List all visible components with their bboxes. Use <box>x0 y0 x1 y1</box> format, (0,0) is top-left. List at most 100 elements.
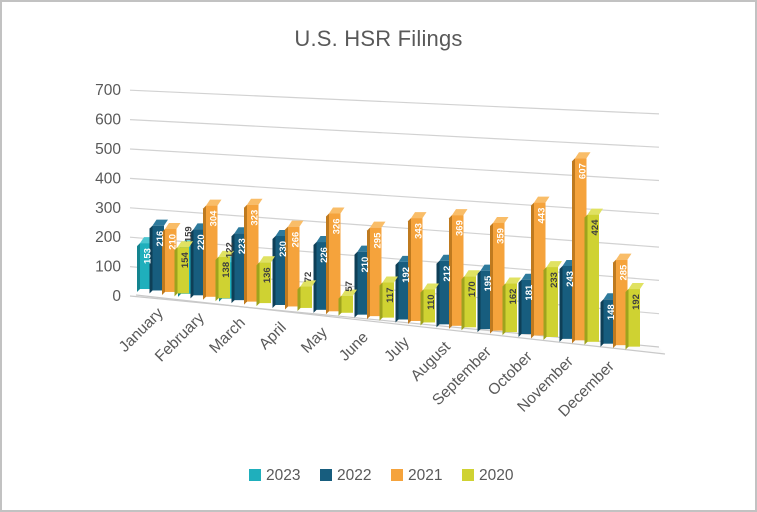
data-label-2023-March: 122 <box>224 242 235 258</box>
bar-side-face <box>256 262 260 307</box>
bar-front-face <box>521 279 533 335</box>
bar-2020-June[interactable] <box>379 276 399 321</box>
bar-2020-September[interactable] <box>502 277 522 336</box>
bar-front-face <box>628 289 640 347</box>
bar-front-face <box>464 276 476 328</box>
bar-front-face <box>140 243 152 289</box>
legend-item-2023[interactable]: 2023 <box>249 467 300 484</box>
bar-2021-September[interactable] <box>490 216 509 334</box>
bar-2020-July[interactable] <box>420 283 440 326</box>
chart-title: U.S. HSR Filings <box>294 26 463 51</box>
bar-top-face <box>382 276 398 283</box>
bar-front-face <box>587 214 599 342</box>
data-label-2022-May: 226 <box>319 247 330 263</box>
bar-2022-January[interactable] <box>149 219 169 294</box>
bar-front-face <box>341 295 353 313</box>
bar-2021-May[interactable] <box>326 207 345 315</box>
legend-item-2021[interactable]: 2021 <box>391 467 442 484</box>
bar-2020-November[interactable] <box>584 208 604 345</box>
bar-front-face <box>505 283 517 333</box>
bar-side-face <box>600 299 604 347</box>
bar-side-face <box>543 267 547 340</box>
data-label-2022-February: 220 <box>196 234 207 250</box>
data-label-2023-February: 159 <box>183 226 194 242</box>
bar-top-face <box>505 277 521 284</box>
bar-top-face <box>616 253 632 260</box>
bar-side-face <box>285 226 288 310</box>
bar-front-face <box>398 261 410 320</box>
data-label-2020-February: 138 <box>221 262 232 278</box>
bar-side-face <box>215 256 219 302</box>
data-label-2020-November: 424 <box>590 219 601 236</box>
bar-front-face <box>480 270 492 330</box>
data-label-2020-June: 117 <box>385 288 396 303</box>
legend-label-2021: 2021 <box>408 467 442 484</box>
bar-front-face <box>411 218 423 321</box>
legend-item-2022[interactable]: 2022 <box>320 467 371 484</box>
bar-side-face <box>338 295 342 316</box>
data-label-2021-August: 369 <box>454 220 465 236</box>
data-label-2022-June: 210 <box>360 257 371 273</box>
bar-2020-October[interactable] <box>543 261 563 340</box>
data-label-2022-July: 192 <box>401 267 412 283</box>
bar-2021-July[interactable] <box>408 212 427 324</box>
bar-2020-May[interactable] <box>338 289 358 316</box>
bar-2020-April[interactable] <box>297 280 317 311</box>
bar-side-face <box>367 227 370 320</box>
bar-side-face <box>559 265 563 342</box>
bar-side-face <box>572 158 575 344</box>
bar-side-face <box>420 289 424 326</box>
y-axis-label-100: 100 <box>95 259 121 276</box>
bar-side-face <box>490 222 493 334</box>
data-label-2020-May: 57 <box>344 281 355 292</box>
bar-top-face <box>259 256 275 263</box>
data-label-2020-October: 233 <box>549 272 560 288</box>
bar-side-face <box>436 260 440 328</box>
bar-front-face <box>370 227 382 317</box>
bar-front-face <box>152 225 164 291</box>
bar-front-face <box>165 228 177 292</box>
bar-2020-August[interactable] <box>461 270 481 331</box>
bar-side-face <box>584 214 588 345</box>
data-label-2020-September: 162 <box>508 289 519 305</box>
gridline-300 <box>129 207 660 248</box>
bar-2020-December[interactable] <box>625 283 645 350</box>
bar-2021-August[interactable] <box>449 209 468 329</box>
legend-label-2022: 2022 <box>337 467 371 484</box>
x-axis-label-march: March <box>206 314 248 356</box>
legend-item-2020[interactable]: 2020 <box>462 467 514 484</box>
bar-front-face <box>439 260 451 325</box>
bar-2021-February[interactable] <box>203 199 222 300</box>
bar-2021-March[interactable] <box>244 198 263 305</box>
bar-2021-June[interactable] <box>367 221 386 320</box>
bar-front-face <box>206 205 218 297</box>
bar-side-face <box>149 225 153 294</box>
data-label-2022-November: 243 <box>565 271 576 287</box>
bar-2021-January[interactable] <box>162 222 181 295</box>
legend-swatch-2020 <box>462 469 474 481</box>
bar-front-face <box>177 247 189 294</box>
bar-side-face <box>461 276 465 331</box>
bar-2020-March[interactable] <box>256 256 276 307</box>
data-label-2020-August: 170 <box>467 281 478 297</box>
bar-front-face <box>316 242 328 310</box>
bar-top-face <box>464 270 480 277</box>
bar-side-face <box>518 279 522 338</box>
x-axis-label-april: April <box>256 319 290 353</box>
bar-top-face <box>206 199 222 206</box>
bar-2020-January[interactable] <box>174 241 194 297</box>
data-label-2021-December: 285 <box>618 264 629 281</box>
y-axis-label-600: 600 <box>95 112 121 129</box>
data-label-2021-January: 210 <box>167 234 178 250</box>
bar-top-face <box>423 283 439 290</box>
bar-2021-November[interactable] <box>572 152 591 344</box>
bar-2021-October[interactable] <box>531 196 550 339</box>
bar-front-face <box>234 233 246 301</box>
bar-2020-February[interactable] <box>215 250 235 302</box>
data-label-2020-March: 136 <box>262 267 273 283</box>
x-axis-label-july: July <box>381 334 413 366</box>
bar-front-face <box>603 299 615 344</box>
legend-label-2023: 2023 <box>266 467 300 484</box>
bar-2021-December[interactable] <box>613 253 632 349</box>
bar-2021-April[interactable] <box>285 220 304 310</box>
